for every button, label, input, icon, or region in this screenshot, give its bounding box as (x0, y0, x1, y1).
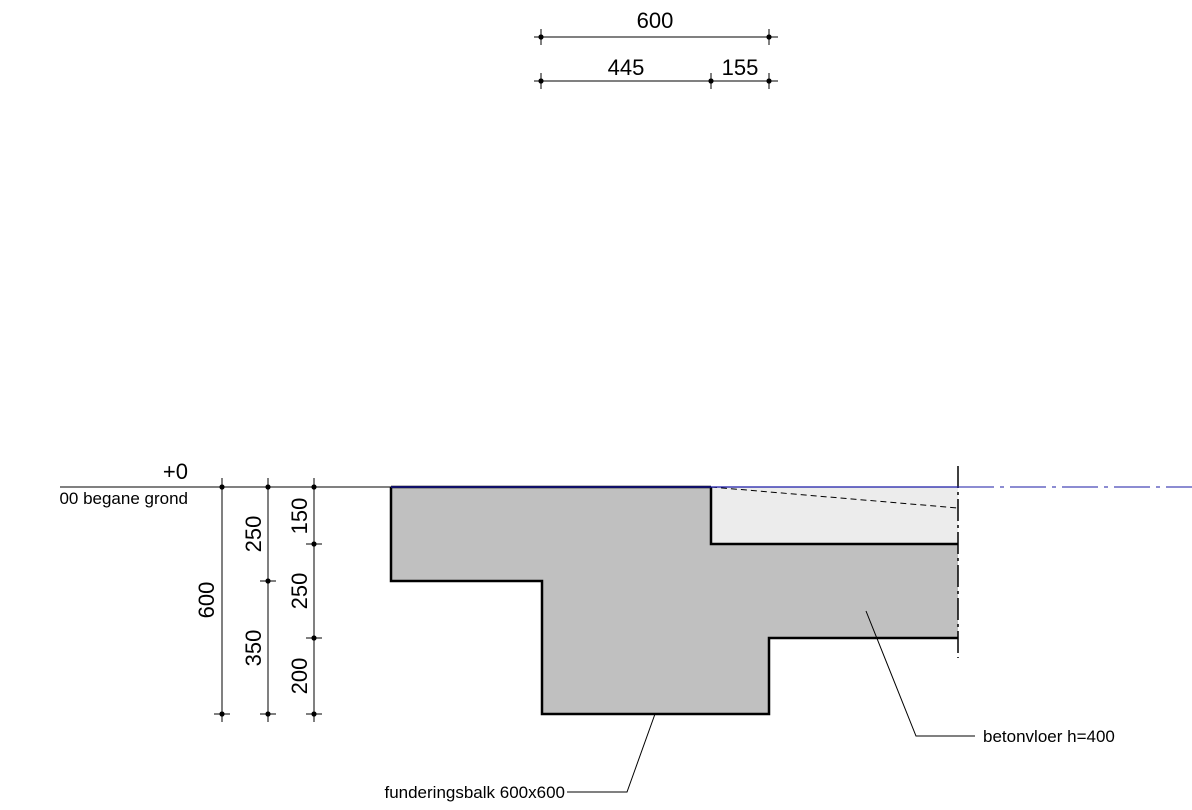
dimension-label-vertical-total: 600 (194, 582, 219, 619)
dimension-dot (265, 711, 271, 717)
floor-label: betonvloer h=400 (983, 727, 1115, 746)
dashed-slope-line (710, 486, 959, 509)
dimension-dot (265, 578, 271, 584)
dimension-dot (219, 711, 225, 717)
foundation-outline-left (389, 487, 958, 716)
dimension-label-col3-mid: 250 (287, 573, 312, 610)
insulation-zone-fill (711, 487, 958, 544)
dimension-dot (538, 78, 544, 84)
floor-step-outline (709, 487, 958, 546)
vertical-dimension-chains: 600 250 350 150 250 200 (194, 478, 322, 722)
level-line: +0 00 begane grond (59, 459, 1192, 508)
dimension-label-col3-top: 150 (287, 498, 312, 535)
dimension-label-total: 600 (637, 8, 674, 33)
dimension-dot (311, 711, 317, 717)
dimension-dot (708, 78, 714, 84)
dimension-dot (766, 34, 772, 40)
dimension-label-col2-lower: 350 (241, 630, 266, 667)
dimension-dot (766, 78, 772, 84)
annotations: betonvloer h=400 funderingsbalk 600x600 (384, 610, 1115, 802)
dimension-label-col2-upper: 250 (241, 516, 266, 553)
dimension-dot (219, 484, 225, 490)
beam-label: funderingsbalk 600x600 (384, 783, 565, 802)
level-name: 00 begane grond (59, 489, 188, 508)
dimension-dot (311, 541, 317, 547)
concrete-section (389, 466, 959, 716)
dimension-dot (538, 34, 544, 40)
dimension-label-right: 155 (722, 55, 759, 80)
level-value: +0 (163, 459, 188, 484)
top-dimension-chain: 600 445 155 (534, 8, 778, 89)
dimension-dot (311, 635, 317, 641)
dimension-label-left: 445 (608, 55, 645, 80)
foundation-and-floor-fill (391, 487, 958, 714)
beam-leader-line (567, 713, 656, 793)
dimension-dot (265, 484, 271, 490)
dimension-label-col3-bottom: 200 (287, 658, 312, 695)
dimension-dot (311, 484, 317, 490)
floor-leader-line (865, 610, 975, 737)
